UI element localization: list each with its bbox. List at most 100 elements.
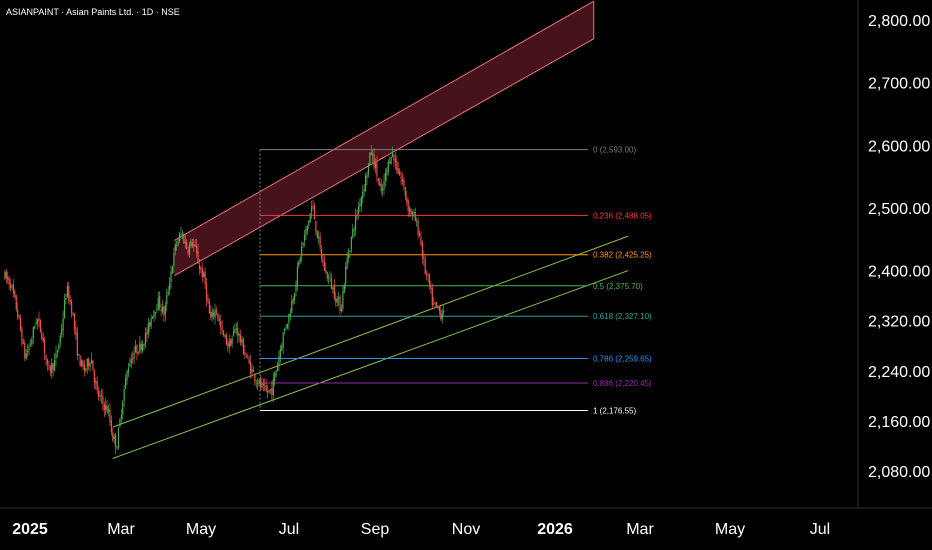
fib-retracement[interactable]: 0 (2,593.00) 0.236 (2,488.05) 0.382 (2,425… [259, 146, 652, 416]
candle [49, 364, 51, 376]
candle [18, 314, 20, 320]
candle [105, 397, 107, 416]
red-channel-lower-line[interactable] [174, 38, 594, 277]
candle [177, 237, 179, 247]
candle [265, 378, 267, 393]
fib-level-label: 0.382 (2,425.25) [593, 251, 652, 260]
candle [62, 310, 64, 338]
candle [147, 317, 149, 339]
candle [100, 388, 103, 404]
candle [12, 279, 15, 298]
candle [416, 217, 418, 227]
candle [241, 336, 243, 347]
candle [335, 291, 337, 307]
symbol-title: ASIANPAINT · Asian Paints Ltd. · 1D · NS… [6, 7, 180, 17]
candle [103, 401, 105, 418]
candle [240, 329, 242, 346]
candle [323, 255, 325, 271]
candle [346, 251, 348, 270]
candle [237, 321, 239, 344]
candle [144, 327, 147, 349]
candle [41, 328, 43, 341]
candle [298, 260, 300, 269]
price-axis-label: 2,600.00 [868, 138, 930, 155]
candle [315, 220, 317, 236]
time-axis-label: Jul [810, 521, 830, 538]
candle [289, 308, 291, 321]
candle [423, 250, 425, 266]
candle [427, 273, 429, 283]
red-channel-fill [174, 1, 594, 276]
candle [44, 336, 46, 360]
candle [244, 344, 246, 360]
candle [220, 314, 222, 335]
candle [370, 145, 372, 156]
candle [193, 238, 195, 252]
candle [151, 315, 154, 320]
candle [259, 375, 262, 391]
candle [52, 362, 54, 377]
candle [208, 298, 210, 314]
candle [176, 240, 178, 251]
candle [183, 232, 185, 244]
candle [215, 306, 218, 316]
time-axis-label: Jul [279, 521, 299, 538]
candle [15, 294, 17, 312]
candle [42, 332, 44, 343]
red-channel-upper-line[interactable] [174, 0, 594, 241]
candle [45, 354, 47, 367]
candle [318, 230, 320, 244]
price-axis-label: 2,700.00 [868, 76, 930, 93]
candle [301, 241, 303, 263]
candle [276, 361, 279, 372]
candle [39, 319, 41, 334]
candle [68, 281, 70, 305]
candle [115, 432, 117, 455]
candle [362, 185, 364, 204]
candle [72, 311, 74, 317]
candle [109, 402, 111, 427]
candle [36, 318, 39, 330]
candle [364, 173, 367, 193]
candle [401, 172, 404, 186]
green-channel-lower-line[interactable] [112, 270, 629, 459]
candle [224, 334, 226, 339]
candle [46, 359, 49, 371]
candle [355, 208, 357, 236]
candle [149, 321, 151, 333]
candle [137, 351, 139, 356]
candle [357, 201, 360, 220]
green-channel[interactable] [112, 235, 629, 459]
candle [178, 232, 181, 243]
candle [305, 226, 307, 240]
candle [130, 353, 132, 369]
candle [28, 342, 30, 356]
candle [38, 311, 40, 328]
candle [353, 226, 355, 238]
candle [319, 231, 321, 252]
time-axis[interactable]: 2025 Mar May Jul Sep Nov 2026 Mar May Jul [12, 521, 830, 538]
candle [124, 374, 127, 390]
candle [32, 326, 34, 345]
candle [120, 409, 122, 424]
candle [377, 177, 379, 185]
price-axis[interactable]: 2,800.00 2,700.00 2,600.00 2,500.00 2,400.00… [868, 13, 930, 481]
candle [78, 353, 80, 356]
candle [160, 303, 162, 317]
candle [296, 262, 299, 292]
candle [204, 267, 206, 290]
candle [153, 309, 155, 322]
candle [247, 353, 249, 359]
red-channel[interactable] [174, 0, 595, 277]
candle [328, 273, 330, 284]
candle [403, 176, 405, 190]
candle [190, 238, 192, 249]
candle [129, 357, 131, 367]
time-axis-label: Mar [107, 521, 135, 538]
candle [284, 327, 286, 335]
candle [106, 400, 108, 414]
green-channel-upper-line[interactable] [112, 235, 629, 428]
candle [349, 249, 351, 259]
candle [231, 335, 233, 349]
